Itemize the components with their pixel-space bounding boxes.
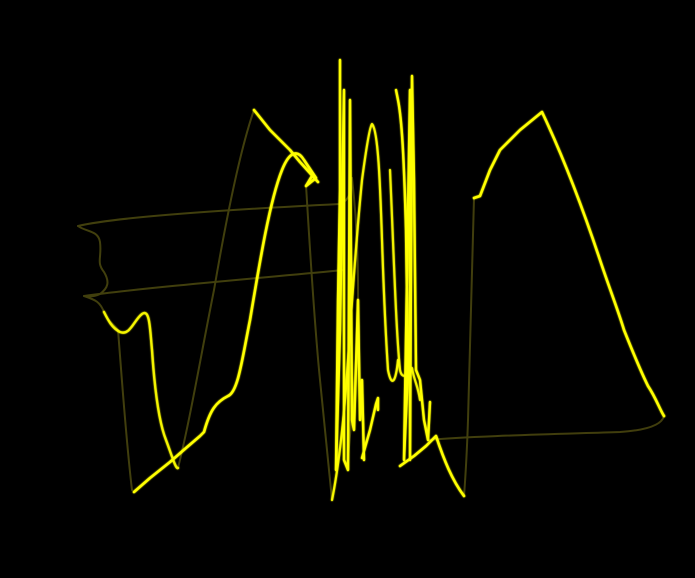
trace-right-ramp xyxy=(398,434,466,498)
faint-trace-lower xyxy=(83,269,345,297)
faint-trace-right-base xyxy=(427,415,665,441)
trace-spike-cluster-4 xyxy=(394,74,432,462)
faint-trace-upper xyxy=(77,177,353,227)
trace-spike-cluster-3 xyxy=(360,396,380,460)
faint-trace-right-drop xyxy=(463,197,475,497)
faint-trace-mid xyxy=(305,184,333,501)
faint-trace-left-loop xyxy=(77,225,119,331)
faint-trace-left-drop xyxy=(117,329,133,491)
trace-spike-cluster-2 xyxy=(330,122,400,502)
trace-spike-cluster-1 xyxy=(334,58,366,472)
trace-spike-cluster-5 xyxy=(388,168,422,402)
main-trace-group xyxy=(102,58,666,502)
trace-rising-slope xyxy=(132,152,318,494)
trace-left-segment xyxy=(102,310,180,470)
trace-peak-left xyxy=(252,108,320,184)
trace-right-peak xyxy=(472,110,666,418)
faint-trace-rise xyxy=(177,109,255,469)
